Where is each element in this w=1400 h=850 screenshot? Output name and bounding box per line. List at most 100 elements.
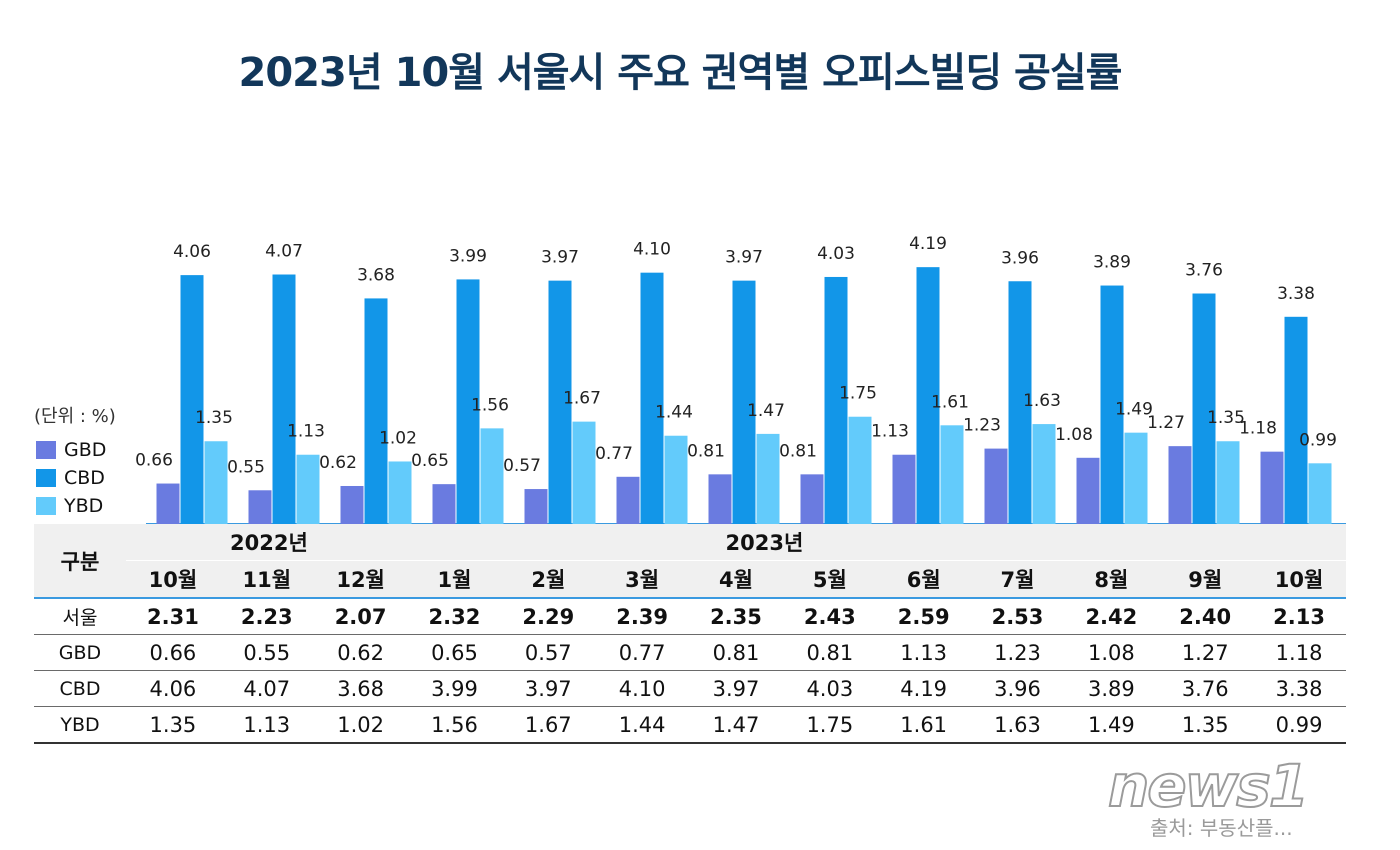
table-month-header: 2월: [501, 560, 596, 599]
table-cell: 2.31: [126, 598, 220, 635]
table-month-header: 11월: [219, 560, 314, 599]
table-row: YBD 1.35 1.13 1.02 1.56 1.67 1.44 1.47 1.75 1.61 1…: [34, 706, 1346, 744]
table-row-label: 서울: [34, 598, 126, 635]
data-label-cbd-6: 3.97: [725, 248, 763, 268]
table-month-header: 3월: [595, 560, 690, 599]
bar-ybd-6: [756, 433, 780, 524]
table-cell: 2.42: [1064, 598, 1159, 635]
table-cell: 1.18: [1252, 634, 1346, 671]
bar-gbd-3: [432, 484, 456, 524]
data-label-ybd-7: 1.75: [839, 384, 877, 404]
bar-cbd-5: [640, 272, 664, 524]
data-label-cbd-7: 4.03: [817, 244, 855, 264]
legend-swatch-ybd: [36, 497, 56, 515]
data-label-cbd-11: 3.76: [1185, 261, 1223, 281]
table-cell: 4.19: [876, 670, 971, 707]
data-label-gbd-9: 1.23: [963, 416, 1001, 436]
legend-item-gbd: GBD: [36, 436, 106, 464]
bar-cbd-3: [456, 279, 480, 524]
table-cell: 3.97: [501, 670, 596, 707]
table-cell: 1.35: [126, 706, 220, 744]
bar-cbd-7: [824, 276, 848, 524]
data-label-cbd-4: 3.97: [541, 248, 579, 268]
data-label-ybd-0: 1.35: [195, 408, 233, 428]
table-cell: 0.81: [782, 634, 877, 671]
table-month-header: 4월: [689, 560, 783, 599]
table-cell: 0.57: [501, 634, 596, 671]
bar-ybd-1: [296, 454, 320, 524]
table-row: GBD 0.66 0.55 0.62 0.65 0.57 0.77 0.81 0.81 1.13 1…: [34, 634, 1346, 671]
bar-gbd-12: [1260, 451, 1284, 524]
legend-swatch-cbd: [36, 469, 56, 487]
data-label-cbd-5: 4.10: [633, 240, 671, 260]
bar-cbd-6: [732, 280, 756, 524]
table-cell: 4.10: [595, 670, 690, 707]
table-month-header: 7월: [970, 560, 1065, 599]
bar-cbd-10: [1100, 285, 1124, 524]
data-label-cbd-2: 3.68: [357, 265, 395, 285]
bar-gbd-7: [800, 474, 824, 524]
data-label-gbd-2: 0.62: [319, 453, 357, 473]
bar-gbd-4: [524, 489, 548, 524]
table-cell: 4.03: [782, 670, 877, 707]
data-label-gbd-11: 1.27: [1147, 413, 1185, 433]
table-cell: 1.35: [1158, 706, 1253, 744]
bar-ybd-12: [1308, 463, 1332, 524]
table-cell: 3.99: [407, 670, 502, 707]
table-cell: 1.75: [782, 706, 877, 744]
data-label-ybd-10: 1.49: [1115, 400, 1153, 420]
bar-gbd-9: [984, 448, 1008, 524]
bar-gbd-2: [340, 485, 364, 524]
bar-cbd-1: [272, 274, 296, 524]
data-label-gbd-0: 0.66: [135, 451, 173, 471]
data-label-gbd-3: 0.65: [411, 451, 449, 471]
table-year-2023: 2023년: [407, 524, 1346, 561]
table-month-header: 5월: [782, 560, 877, 599]
bar-gbd-10: [1076, 457, 1100, 524]
bar-ybd-0: [204, 441, 228, 524]
data-label-gbd-4: 0.57: [503, 456, 541, 476]
legend-label-cbd: CBD: [64, 467, 105, 489]
data-label-cbd-10: 3.89: [1093, 253, 1131, 273]
bar-ybd-3: [480, 428, 504, 524]
bar-cbd-11: [1192, 293, 1216, 524]
table-cell: 0.62: [313, 634, 408, 671]
unit-label: (단위 : %): [34, 406, 116, 427]
data-label-ybd-9: 1.63: [1023, 391, 1061, 411]
table-cell: 2.53: [970, 598, 1065, 635]
bar-cbd-8: [916, 267, 940, 524]
table-cell: 2.35: [689, 598, 783, 635]
table-cell: 0.65: [407, 634, 502, 671]
table-cell: 3.38: [1252, 670, 1346, 707]
bar-cbd-2: [364, 298, 388, 524]
table-cell: 2.07: [313, 598, 408, 635]
table-cell: 4.06: [126, 670, 220, 707]
source-caption: 출처: 부동산플...: [1150, 816, 1293, 840]
bar-chart: 0.66 4.06 1.35 0.55 4.07 1.13 0.62 3.68 1.02 0.65…: [135, 234, 1346, 525]
bar-cbd-12: [1284, 316, 1308, 524]
table-cell: 1.08: [1064, 634, 1159, 671]
data-label-ybd-1: 1.13: [287, 422, 325, 442]
table-header-label: 구분: [34, 524, 126, 599]
table-cell: 3.76: [1158, 670, 1253, 707]
data-label-ybd-12: 0.99: [1299, 430, 1337, 450]
data-label-cbd-8: 4.19: [909, 234, 947, 254]
legend-item-cbd: CBD: [36, 464, 106, 492]
chart-title: 2023년 10월 서울시 주요 권역별 오피스빌딩 공실률: [238, 50, 1123, 96]
table-cell: 0.55: [219, 634, 314, 671]
table-cell: 1.44: [595, 706, 690, 744]
table-month-header: 6월: [876, 560, 971, 599]
table-cell: 1.67: [501, 706, 596, 744]
table-cell: 1.13: [876, 634, 971, 671]
table-row: CBD 4.06 4.07 3.68 3.99 3.97 4.10 3.97 4.03 4.19 3…: [34, 670, 1346, 707]
bar-ybd-4: [572, 421, 596, 524]
data-label-cbd-3: 3.99: [449, 246, 487, 266]
bar-cbd-9: [1008, 281, 1032, 524]
data-label-gbd-1: 0.55: [227, 457, 265, 477]
legend-label-ybd: YBD: [64, 495, 104, 517]
table-cell: 1.61: [876, 706, 971, 744]
table-cell: 2.59: [876, 598, 971, 635]
table-cell: 2.23: [219, 598, 314, 635]
table-month-header: 10월: [1252, 560, 1346, 599]
table-cell: 1.27: [1158, 634, 1253, 671]
